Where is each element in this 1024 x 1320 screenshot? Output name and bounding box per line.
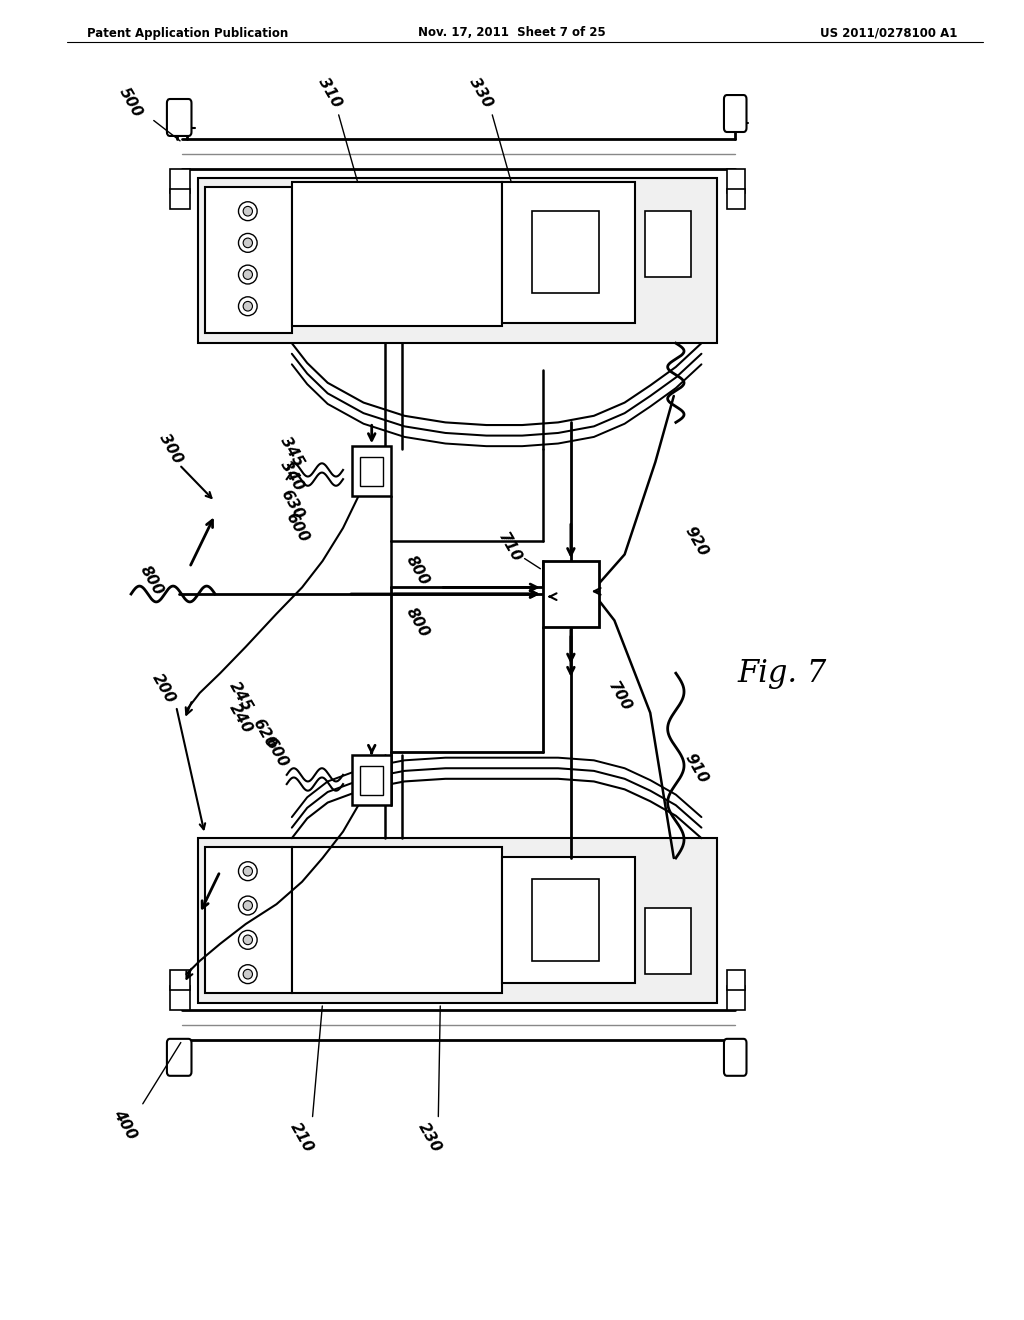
FancyBboxPatch shape <box>724 95 746 132</box>
Text: 230: 230 <box>416 1121 444 1155</box>
Ellipse shape <box>243 238 253 248</box>
Bar <box>502 857 635 983</box>
FancyBboxPatch shape <box>724 1039 746 1076</box>
Bar <box>727 169 745 193</box>
Ellipse shape <box>243 935 253 945</box>
Ellipse shape <box>243 269 253 280</box>
Ellipse shape <box>239 965 257 983</box>
Bar <box>645 908 691 974</box>
Bar <box>170 169 190 193</box>
Text: 800: 800 <box>403 606 432 640</box>
Bar <box>532 879 599 961</box>
Ellipse shape <box>243 301 253 312</box>
Text: 210: 210 <box>288 1121 316 1155</box>
Ellipse shape <box>239 202 257 220</box>
Bar <box>292 847 502 993</box>
Bar <box>170 970 190 990</box>
Bar <box>727 986 745 1010</box>
Text: 500: 500 <box>117 86 145 120</box>
Text: 400: 400 <box>111 1107 139 1142</box>
Text: 910: 910 <box>682 751 711 785</box>
Ellipse shape <box>243 206 253 216</box>
Ellipse shape <box>243 866 253 876</box>
Bar <box>727 970 745 990</box>
Text: 310: 310 <box>315 75 344 110</box>
Bar <box>645 211 691 277</box>
Ellipse shape <box>239 234 257 252</box>
Text: 630: 630 <box>278 487 306 521</box>
Bar <box>352 446 391 496</box>
Ellipse shape <box>243 969 253 979</box>
Bar <box>360 457 383 486</box>
Bar <box>502 182 635 323</box>
Text: 245: 245 <box>226 680 255 714</box>
Text: 345: 345 <box>278 434 306 469</box>
Text: US 2011/0278100 A1: US 2011/0278100 A1 <box>820 26 957 40</box>
Text: 240: 240 <box>226 701 255 735</box>
Bar <box>532 211 599 293</box>
Ellipse shape <box>239 931 257 949</box>
Ellipse shape <box>239 862 257 880</box>
FancyBboxPatch shape <box>167 99 191 136</box>
Text: 620: 620 <box>250 717 279 751</box>
Bar <box>170 189 190 209</box>
Bar <box>543 561 599 627</box>
Bar <box>170 986 190 1010</box>
Text: Patent Application Publication: Patent Application Publication <box>87 26 289 40</box>
Text: Nov. 17, 2011  Sheet 7 of 25: Nov. 17, 2011 Sheet 7 of 25 <box>418 26 606 40</box>
Bar <box>205 187 292 333</box>
Text: 600: 600 <box>262 735 291 770</box>
Text: 330: 330 <box>467 75 496 110</box>
FancyBboxPatch shape <box>167 1039 191 1076</box>
Ellipse shape <box>239 265 257 284</box>
Text: Fig. 7: Fig. 7 <box>737 657 826 689</box>
Text: 600: 600 <box>283 511 311 545</box>
Bar <box>198 838 717 1003</box>
Bar <box>360 766 383 795</box>
Text: 800: 800 <box>137 564 166 598</box>
Text: 800: 800 <box>403 553 432 587</box>
Bar <box>727 189 745 209</box>
Text: 700: 700 <box>605 680 634 714</box>
Text: 920: 920 <box>682 524 711 558</box>
Text: 300: 300 <box>157 432 185 466</box>
Ellipse shape <box>239 297 257 315</box>
Ellipse shape <box>239 896 257 915</box>
Text: 200: 200 <box>150 672 178 706</box>
Bar <box>198 178 717 343</box>
Bar <box>292 182 502 326</box>
Text: 710: 710 <box>496 531 524 565</box>
Bar <box>205 847 292 993</box>
Ellipse shape <box>243 900 253 911</box>
Text: 340: 340 <box>278 458 306 492</box>
Bar <box>352 755 391 805</box>
